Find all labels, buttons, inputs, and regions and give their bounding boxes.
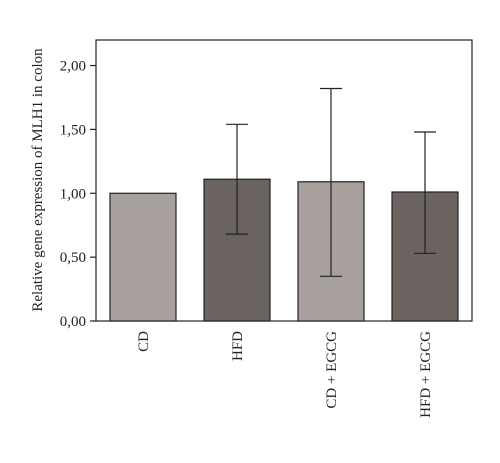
y-tick-label: 1,50 <box>60 122 86 138</box>
y-tick-label: 0,00 <box>60 314 86 330</box>
error-bars-group <box>226 87 436 277</box>
category-label-4: HFD + EGCG <box>418 331 434 418</box>
plot-frame <box>95 39 473 322</box>
y-tick-label: 0,50 <box>60 250 86 266</box>
bars-group <box>109 178 459 322</box>
y-axis-title: Relative gene expression of MLH1 in colo… <box>30 48 46 312</box>
error-bar-2 <box>226 123 248 235</box>
y-tick-label: 1,00 <box>60 186 86 202</box>
y-axis-ticks: 0,00 0,50 1,00 1,50 2,00 <box>60 59 96 330</box>
error-bar-4 <box>414 131 436 254</box>
bar-1 <box>109 192 177 322</box>
category-label-3: CD + EGCG <box>324 331 340 409</box>
y-tick-label: 2,00 <box>60 59 86 75</box>
category-label-2: HFD <box>230 331 246 361</box>
error-bar-3 <box>320 87 342 277</box>
category-label-1: CD <box>136 331 152 352</box>
x-axis-category-labels: CD HFD CD + EGCG HFD + EGCG <box>136 331 434 418</box>
